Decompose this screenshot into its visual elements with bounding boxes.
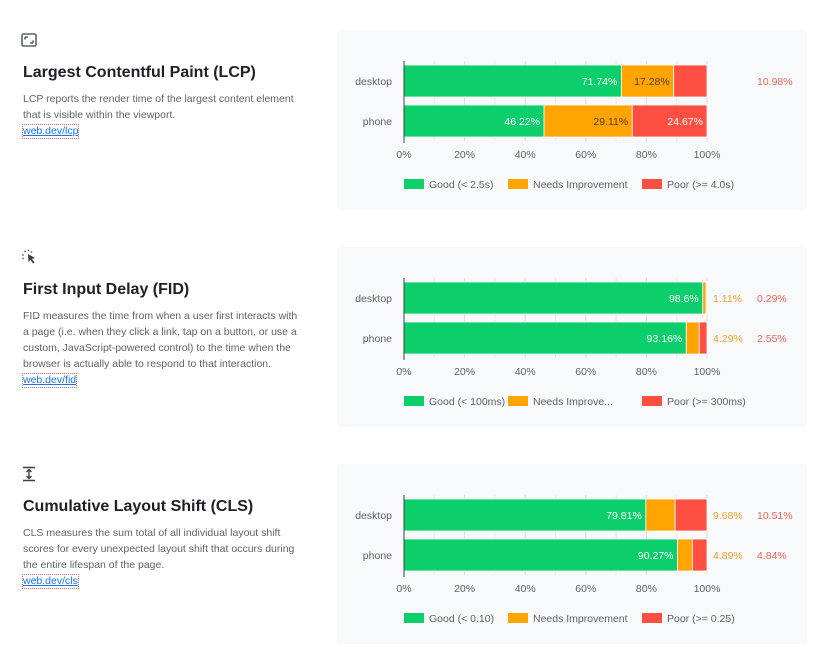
x-tick-label: 60%: [575, 583, 596, 595]
data-label-good: 79.81%: [606, 510, 642, 522]
bar-segment-poor: [698, 321, 708, 355]
metric-title: First Input Delay (FID): [23, 281, 190, 298]
x-tick-label: 60%: [575, 366, 596, 378]
legend-swatch-poor: [642, 396, 662, 406]
category-label: desktop: [355, 293, 392, 305]
bar-segment-good: [403, 64, 622, 98]
data-label-needs-improvement: 29.11%: [593, 116, 628, 128]
legend-swatch-poor: [642, 613, 662, 623]
learn-more-link[interactable]: web.dev/lcp: [21, 124, 80, 139]
data-label-poor: 10.51%: [757, 510, 793, 522]
x-tick-label: 0%: [396, 583, 411, 595]
data-label-good: 71.74%: [582, 76, 618, 88]
data-label-poor: 24.67%: [667, 116, 703, 128]
legend-swatch-good: [404, 396, 424, 406]
x-tick-label: 20%: [454, 149, 475, 161]
category-label: phone: [363, 550, 392, 562]
bar-segment-needs-improvement: [620, 64, 675, 98]
x-tick-label: 100%: [694, 583, 721, 595]
category-label: phone: [363, 116, 392, 128]
description-text: CLS measures the sum total of all indivi…: [23, 527, 295, 571]
lcp-chart-svg: 0% 20% 40% 60% 80% 100% desktop 71.74% 17.28% 10.…: [355, 61, 793, 191]
legend-label: Good (< 100ms): [429, 396, 505, 408]
legend-label: Needs Improvement: [533, 613, 628, 625]
legend-label: Needs Improve...: [533, 396, 613, 408]
learn-more-link[interactable]: web.dev/cls: [22, 574, 79, 589]
legend-label: Poor (>= 0.25): [667, 613, 735, 625]
bar-segment-poor: [691, 538, 708, 572]
data-label-poor: 2.55%: [757, 333, 787, 345]
legend-label: Needs Improvement: [533, 179, 628, 191]
x-tick-label: 20%: [454, 366, 475, 378]
bar-segment-needs-improvement: [645, 498, 676, 532]
learn-more-link[interactable]: web.dev/fid: [21, 373, 78, 388]
data-label-good: 93.16%: [647, 333, 683, 345]
legend-label: Good (< 2.5s): [429, 179, 494, 191]
data-label-needs-improvement: 1.11%: [713, 293, 742, 305]
data-label-poor: 0.29%: [757, 293, 787, 305]
category-label: phone: [363, 333, 392, 345]
description-text: LCP reports the render time of the large…: [23, 93, 294, 121]
data-label-needs-improvement: 4.89%: [713, 550, 743, 562]
bar-segment-good: [403, 538, 678, 572]
lcp-chart: 0% 20% 40% 60% 80% 100% desktop 71.74% 17.28% 10.…: [337, 30, 807, 210]
data-label-needs-improvement: 4.29%: [713, 333, 743, 345]
bar-segment-poor: [674, 498, 708, 532]
fid-chart-svg: 0% 20% 40% 60% 80% 100% desktop 98.6% 1.11% 0.29%…: [355, 278, 787, 408]
bar-segment-poor: [631, 104, 708, 138]
x-tick-label: 40%: [515, 366, 536, 378]
x-tick-label: 20%: [454, 583, 475, 595]
bar-segment-poor: [705, 281, 708, 315]
x-tick-label: 100%: [694, 149, 721, 161]
bar-segment-good: [403, 104, 545, 138]
cls-chart: 0% 20% 40% 60% 80% 100% desktop 79.81% 9.68% 10.5…: [337, 464, 807, 644]
x-tick-label: 100%: [694, 366, 721, 378]
x-tick-label: 80%: [636, 149, 657, 161]
x-tick-label: 0%: [396, 149, 411, 161]
data-label-good: 46.22%: [504, 116, 540, 128]
data-label-needs-improvement: 9.68%: [713, 510, 743, 522]
x-tick-label: 0%: [396, 366, 411, 378]
click-cursor-icon: [22, 249, 35, 264]
data-label-good: 98.6%: [669, 293, 699, 305]
bar-segment-poor: [673, 64, 708, 98]
legend-label: Good (< 0.10): [429, 613, 494, 625]
description-text: FID measures the time from when a user f…: [23, 310, 298, 370]
x-tick-label: 80%: [636, 366, 657, 378]
data-label-poor: 10.98%: [757, 76, 793, 88]
metric-description: LCP reports the render time of the large…: [21, 91, 298, 139]
x-tick-label: 60%: [575, 149, 596, 161]
legend-swatch-needs-improvement: [508, 179, 528, 189]
data-label-needs-improvement: 17.28%: [634, 76, 670, 88]
fid-chart: 0% 20% 40% 60% 80% 100% desktop 98.6% 1.11% 0.29%…: [337, 247, 807, 427]
x-tick-label: 80%: [636, 583, 657, 595]
bar-segment-needs-improvement: [677, 538, 693, 572]
metric-description: FID measures the time from when a user f…: [21, 308, 298, 388]
metric-title: Largest Contentful Paint (LCP): [23, 64, 256, 81]
legend-label: Poor (>= 300ms): [667, 396, 746, 408]
metric-description: CLS measures the sum total of all indivi…: [22, 525, 298, 589]
x-tick-label: 40%: [515, 583, 536, 595]
lcp-section: Largest Contentful Paint (LCP) LCP repor…: [0, 0, 816, 230]
legend-swatch-good: [404, 613, 424, 623]
bar-segment-good: [403, 281, 704, 315]
metric-title: Cumulative Layout Shift (CLS): [23, 498, 254, 515]
expand-icon: [21, 33, 37, 47]
legend-swatch-good: [404, 179, 424, 189]
category-label: desktop: [355, 510, 392, 522]
legend-label: Poor (>= 4.0s): [667, 179, 734, 191]
data-label-poor: 4.84%: [757, 550, 787, 562]
legend-swatch-needs-improvement: [508, 396, 528, 406]
legend-swatch-poor: [642, 179, 662, 189]
data-label-good: 90.27%: [638, 550, 674, 562]
layout-shift-icon: [23, 466, 35, 482]
cls-chart-svg: 0% 20% 40% 60% 80% 100% desktop 79.81% 9.68% 10.5…: [355, 495, 793, 625]
category-label: desktop: [355, 76, 392, 88]
legend-swatch-needs-improvement: [508, 613, 528, 623]
fid-section: First Input Delay (FID) FID measures the…: [21, 247, 807, 427]
x-tick-label: 40%: [515, 149, 536, 161]
